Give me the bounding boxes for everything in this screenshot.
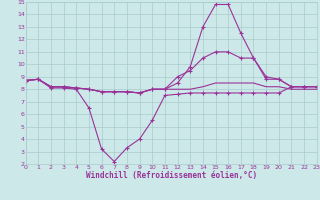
X-axis label: Windchill (Refroidissement éolien,°C): Windchill (Refroidissement éolien,°C): [86, 171, 257, 180]
